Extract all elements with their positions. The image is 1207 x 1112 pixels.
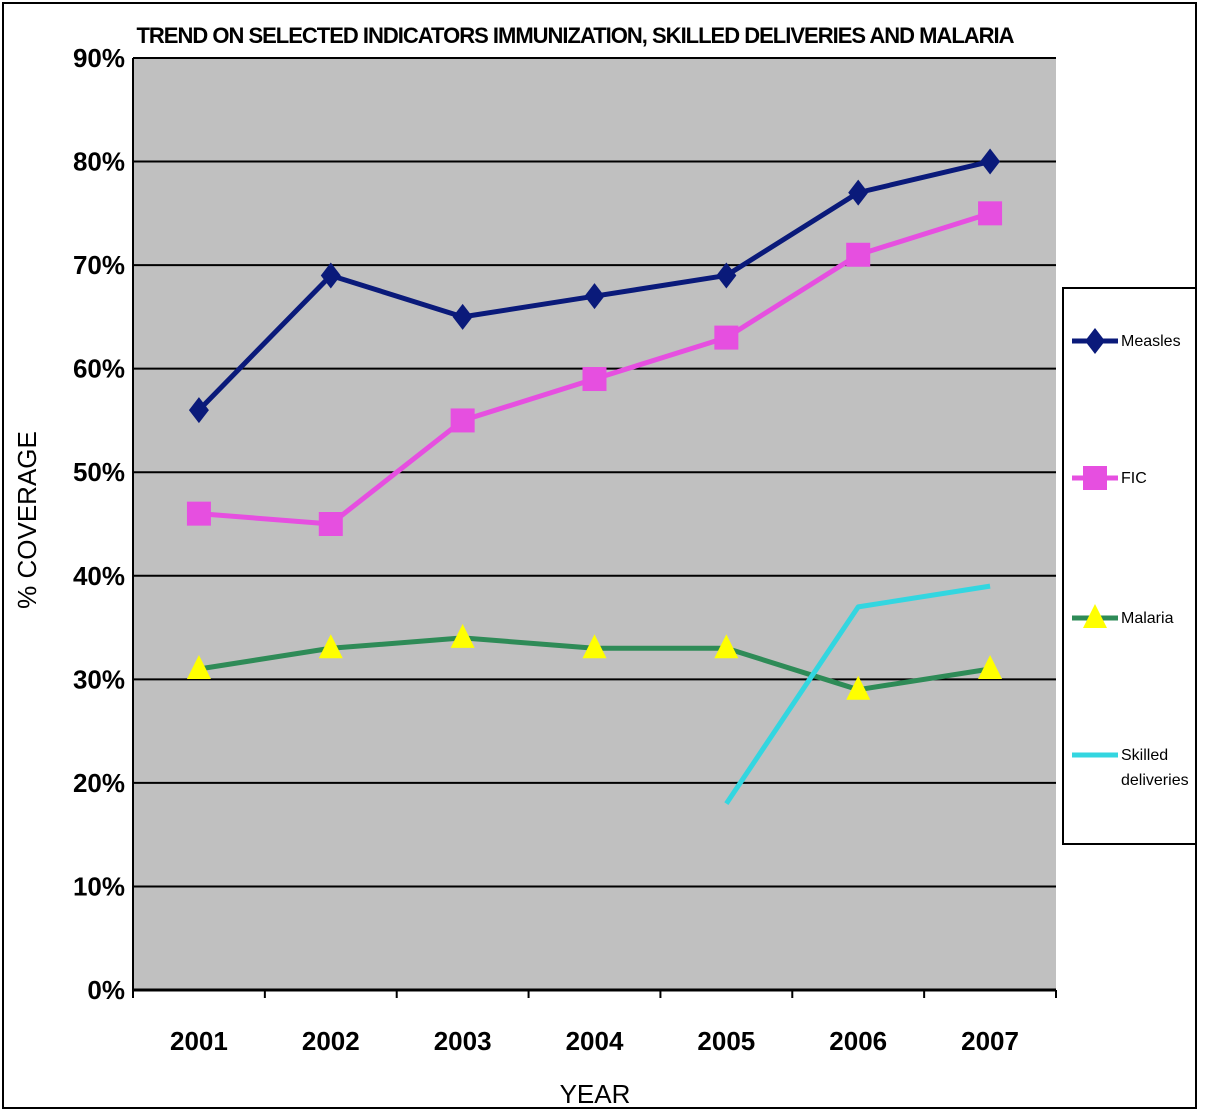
series-fic xyxy=(186,201,1003,536)
gridlines xyxy=(132,57,1056,992)
x-tick-label: 2003 xyxy=(434,1026,492,1056)
data-point xyxy=(846,242,871,267)
data-point xyxy=(584,283,605,310)
y-tick-label: 80% xyxy=(73,147,125,177)
data-point xyxy=(450,623,475,648)
legend-label: deliveries xyxy=(1121,772,1189,789)
data-point xyxy=(1083,604,1107,628)
data-point xyxy=(320,262,341,289)
y-tick-label: 50% xyxy=(73,457,125,487)
x-tick-label: 2006 xyxy=(829,1026,887,1056)
data-point xyxy=(978,654,1003,679)
legend-item: Skilled deliveries xyxy=(1072,747,1189,789)
data-point xyxy=(186,654,211,679)
legend-label: Malaria xyxy=(1121,610,1174,627)
x-tick-label: 2004 xyxy=(566,1026,624,1056)
y-axis-title: % COVERAGE xyxy=(12,431,42,609)
data-point xyxy=(318,634,343,659)
y-tick-label: 40% xyxy=(73,561,125,591)
legend-item: FIC xyxy=(1072,466,1147,490)
legend-item: Malaria xyxy=(1072,604,1174,628)
legend-label: FIC xyxy=(1121,470,1147,487)
data-point xyxy=(188,397,209,424)
data-point xyxy=(1083,466,1107,490)
data-point xyxy=(318,512,343,536)
x-axis-ticks: 2001 2002 2003 2004 2005 2006 2007 xyxy=(132,990,1057,1056)
legend-box xyxy=(1062,287,1197,845)
x-tick-label: 2001 xyxy=(170,1026,228,1056)
y-tick-label: 30% xyxy=(73,664,125,694)
y-tick-label: 90% xyxy=(73,43,125,73)
data-point xyxy=(186,501,211,526)
y-tick-label: 10% xyxy=(73,871,125,901)
x-tick-label: 2002 xyxy=(302,1026,360,1056)
legend: Measles FIC Malaria Skilled deliveries xyxy=(1062,287,1197,845)
data-point xyxy=(848,179,869,206)
data-point xyxy=(582,634,607,659)
series-skilled-deliveries xyxy=(724,583,991,805)
data-point xyxy=(978,201,1003,226)
y-axis-ticks: 0% 10% 20% 30% 40% 50% 60% 70% 80% 90% xyxy=(73,43,125,1005)
y-tick-label: 0% xyxy=(87,975,125,1005)
series-malaria xyxy=(186,623,1003,700)
legend-label: Skilled xyxy=(1121,747,1168,764)
series-layer xyxy=(186,148,1003,805)
y-tick-label: 60% xyxy=(73,354,125,384)
data-point xyxy=(714,325,739,350)
data-point xyxy=(846,675,871,700)
chart-title: TREND ON SELECTED INDICATORS IMMUNIZATIO… xyxy=(136,23,1014,48)
data-point xyxy=(980,148,1001,175)
data-point xyxy=(452,303,473,330)
plot-area xyxy=(133,58,1056,990)
x-axis-title: YEAR xyxy=(560,1079,631,1109)
y-tick-label: 20% xyxy=(73,768,125,798)
y-tick-label: 70% xyxy=(73,250,125,280)
data-point xyxy=(582,367,607,392)
data-point xyxy=(714,634,739,659)
x-tick-label: 2007 xyxy=(961,1026,1019,1056)
series-line xyxy=(724,583,991,805)
data-point xyxy=(1085,328,1105,354)
legend-item: Measles xyxy=(1072,328,1181,354)
data-point xyxy=(450,408,475,433)
series-measles xyxy=(188,148,1001,424)
data-point xyxy=(716,262,737,289)
legend-label: Measles xyxy=(1121,333,1181,350)
x-tick-label: 2005 xyxy=(697,1026,755,1056)
